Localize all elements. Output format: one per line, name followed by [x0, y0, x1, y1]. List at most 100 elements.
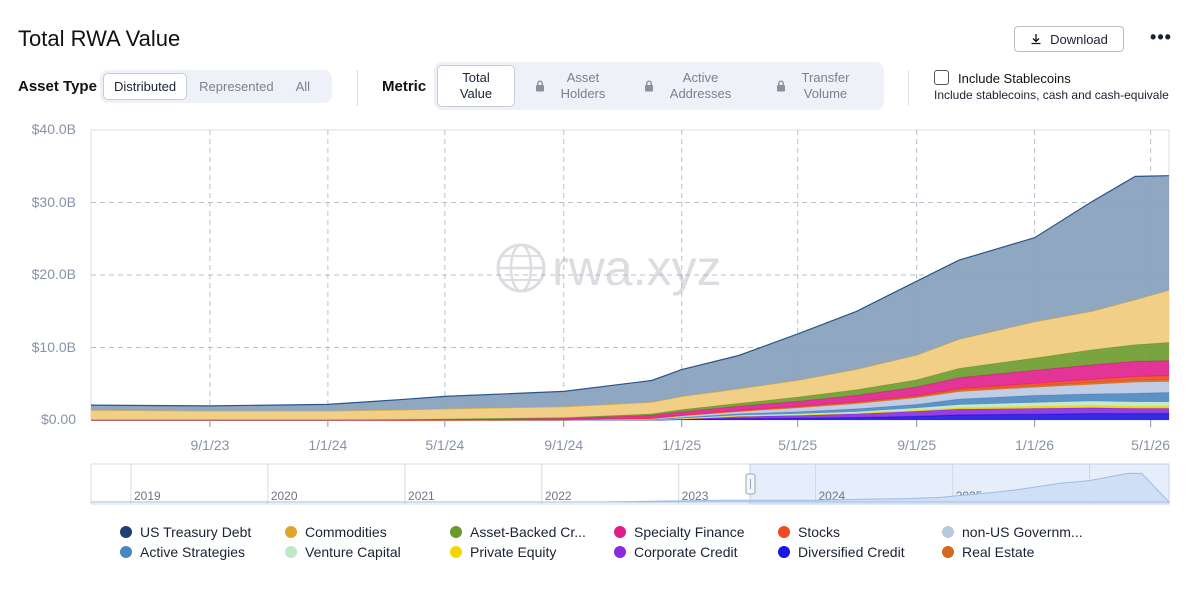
asset-type-option-all[interactable]: All: [295, 78, 311, 94]
legend-item[interactable]: Venture Capital: [285, 544, 401, 560]
legend-label: Specialty Finance: [634, 524, 745, 540]
metric-option-line: Transfer: [801, 70, 850, 85]
x-tick-label: 9/1/25: [897, 437, 936, 453]
y-tick-label: $40.0B: [31, 121, 76, 137]
legend-swatch: [285, 546, 297, 558]
asset-type-option-represented[interactable]: Represented: [199, 78, 274, 94]
navigator-year-label: 2022: [545, 489, 572, 503]
x-tick-label: 9/1/24: [544, 437, 583, 453]
area-commodities: [91, 290, 1169, 420]
y-tick-label: $20.0B: [31, 266, 76, 282]
rwa-watermark: rwa.xyz: [496, 240, 721, 296]
legend-label: Commodities: [305, 524, 387, 540]
metric-option-line: Holders: [560, 86, 606, 101]
download-icon: [1031, 34, 1041, 45]
y-tick-label: $10.0B: [31, 339, 76, 355]
legend-swatch: [450, 526, 462, 538]
legend-label: Private Equity: [470, 544, 557, 560]
metric-option-line: Addresses: [669, 86, 732, 101]
legend-item[interactable]: Active Strategies: [120, 544, 245, 560]
metric-option-line: Asset: [566, 70, 600, 85]
navigator-year-label: 2023: [682, 489, 709, 503]
area-diversified-credit: [91, 413, 1169, 420]
legend-swatch: [614, 526, 626, 538]
chart-legend: US Treasury Debt Commodities Asset-Backed …: [120, 524, 1200, 564]
download-label: Download: [1050, 31, 1108, 47]
legend-swatch: [942, 546, 954, 558]
watermark-text: rwa.xyz: [552, 240, 721, 296]
divider: [908, 70, 909, 106]
legend-swatch: [450, 546, 462, 558]
lock-icon: [644, 80, 653, 92]
metric-option-line: Value: [459, 86, 493, 101]
legend-label: Stocks: [798, 524, 841, 540]
x-tick-label: 1/1/26: [1015, 437, 1054, 453]
x-axis-ticks: 9/1/23 1/1/24 5/1/24 9/1/24 1/1/25 5/1/25 9/1/…: [190, 420, 1170, 453]
legend-swatch: [778, 546, 790, 558]
asset-type-selector: Distributed Represented All: [100, 70, 332, 103]
metric-label: Metric: [382, 78, 427, 95]
asset-type-option-distributed[interactable]: Distributed: [103, 73, 188, 100]
legend-swatch: [614, 546, 626, 558]
x-tick-label: 1/1/25: [662, 437, 701, 453]
legend-label: Asset-Backed Cr...: [470, 524, 586, 540]
y-tick-label: $0.00: [40, 411, 76, 427]
legend-item[interactable]: Asset-Backed Cr...: [450, 524, 586, 540]
metric-option-active-addresses[interactable]: Active Addresses: [625, 65, 750, 107]
legend-swatch: [120, 546, 132, 558]
legend-label: US Treasury Debt: [140, 524, 252, 540]
metric-option-transfer-volume[interactable]: Transfer Volume: [750, 65, 875, 107]
page-title: Total RWA Value: [18, 26, 181, 51]
legend-label: non-US Governm...: [962, 524, 1083, 540]
time-navigator: 20192020202120222023202420252026: [90, 463, 1171, 505]
y-tick-label: $30.0B: [31, 194, 76, 210]
legend-label: Corporate Credit: [634, 544, 738, 560]
legend-label: Diversified Credit: [798, 544, 905, 560]
include-stablecoins-checkbox[interactable]: [934, 70, 949, 85]
x-tick-label: 9/1/23: [190, 437, 229, 453]
area-venture-capital: [91, 401, 1169, 420]
chart-areas: [90, 175, 1170, 421]
navigator-year-label: 2019: [134, 489, 161, 503]
legend-swatch: [285, 526, 297, 538]
legend-item[interactable]: US Treasury Debt: [120, 524, 251, 540]
legend-item[interactable]: non-US Governm...: [942, 524, 1083, 540]
x-tick-label: 5/1/26: [1131, 437, 1170, 453]
kebab-icon[interactable]: •••: [1150, 27, 1172, 47]
lock-icon: [535, 80, 544, 92]
rwa-area-chart[interactable]: 9/1/23 1/1/24 5/1/24 9/1/24 1/1/25 5/1/25 9/1/…: [0, 0, 1200, 520]
download-button[interactable]: Download: [1014, 26, 1124, 52]
legend-item[interactable]: Real Estate: [942, 544, 1034, 560]
legend-swatch: [120, 526, 132, 538]
area-corporate-credit: [91, 407, 1169, 420]
legend-item[interactable]: Commodities: [285, 524, 387, 540]
metric-option-line: Volume: [803, 86, 848, 101]
x-tick-label: 5/1/25: [778, 437, 817, 453]
metric-option-asset-holders[interactable]: Asset Holders: [515, 65, 625, 107]
legend-swatch: [778, 526, 790, 538]
include-stablecoins-label: Include Stablecoins: [958, 71, 1071, 86]
divider: [357, 70, 358, 106]
navigator-year-label: 2021: [408, 489, 435, 503]
area-private-equity: [91, 405, 1169, 420]
area-edge: [90, 175, 1170, 407]
lock-icon: [776, 80, 785, 92]
legend-item[interactable]: Stocks: [778, 524, 840, 540]
metric-option-line: Active: [682, 70, 719, 85]
legend-item[interactable]: Diversified Credit: [778, 544, 905, 560]
x-tick-label: 5/1/24: [425, 437, 464, 453]
metric-option-line: Total: [462, 70, 490, 85]
legend-item[interactable]: Specialty Finance: [614, 524, 745, 540]
metric-selector: Total Value Asset Holders Active Address…: [434, 62, 884, 110]
legend-item[interactable]: Private Equity: [450, 544, 556, 560]
legend-label: Venture Capital: [305, 544, 401, 560]
area-us-treasury-debt: [91, 175, 1169, 411]
legend-swatch: [942, 526, 954, 538]
legend-label: Active Strategies: [140, 544, 246, 560]
metric-option-total-value[interactable]: Total Value: [437, 65, 515, 107]
legend-item[interactable]: Corporate Credit: [614, 544, 738, 560]
include-stablecoins-description: Include stablecoins, cash and cash-equiv…: [934, 88, 1169, 102]
legend-label: Real Estate: [962, 544, 1035, 560]
navigator-mini-area: [91, 472, 1171, 503]
navigator-year-label: 2020: [271, 489, 298, 503]
